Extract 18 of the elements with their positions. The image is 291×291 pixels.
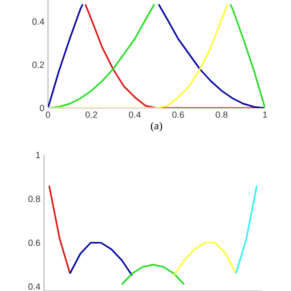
x-tick-label: 0 [46,112,50,118]
line-series [48,4,228,108]
y-tick-label: 0 [40,104,44,112]
line-series [121,264,185,286]
x-tick-label: 0.4 [128,112,141,118]
y-tick-label: 0.4 [32,18,44,25]
x-tick-label: 0.2 [86,112,98,118]
y-tick-label: 0.2 [32,62,44,68]
line-series [69,242,134,276]
y-tick-label: 1 [36,152,40,158]
x-tick-label: 0.6 [172,112,184,118]
y-tick-label: 0.6 [28,240,40,246]
x-tick-label: 1 [263,112,268,118]
y-tick-label: 0.8 [28,196,40,202]
x-tick-label: 0.8 [216,112,228,118]
line-series [172,242,237,276]
y-tick-label: 0.4 [28,283,40,290]
x-axis-title: (a) [150,122,162,132]
